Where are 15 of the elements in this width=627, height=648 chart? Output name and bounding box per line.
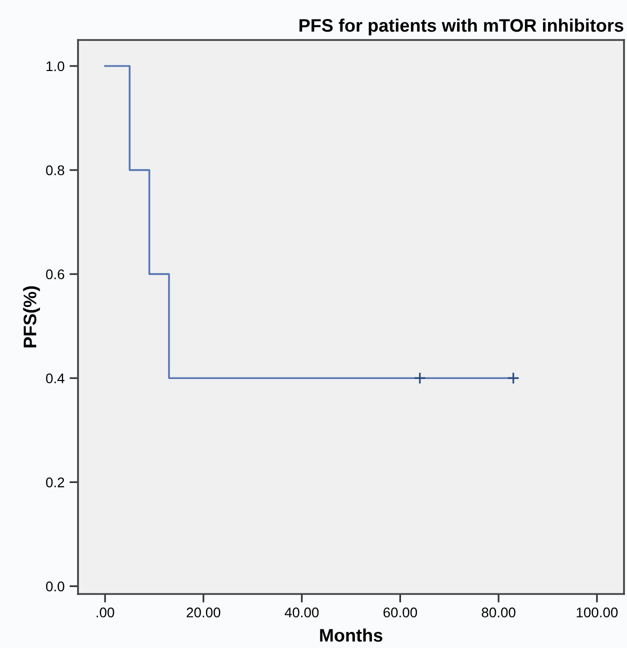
chart-title: PFS for patients with mTOR inhibitors [300, 18, 624, 36]
x-tick-label: .00 [96, 608, 114, 618]
x-tick-label: 40.00 [284, 608, 319, 618]
x-tick-label: 80.00 [482, 608, 516, 618]
y-tick-label: 0.0 [46, 582, 64, 592]
y-tick-label: 1.0 [46, 61, 64, 72]
x-axis-title: Months [320, 628, 382, 642]
x-tick-label: 20.00 [186, 608, 220, 618]
y-tick-label: 0.8 [46, 165, 64, 176]
y-tick-label: 0.2 [46, 477, 64, 488]
y-axis-title: PFS(%) [23, 286, 40, 348]
y-tick-label: 0.4 [46, 373, 64, 384]
y-tick-label: 0.6 [46, 269, 64, 280]
x-tick-label: 100.00 [576, 608, 618, 618]
x-tick-label: 60.00 [384, 608, 418, 618]
